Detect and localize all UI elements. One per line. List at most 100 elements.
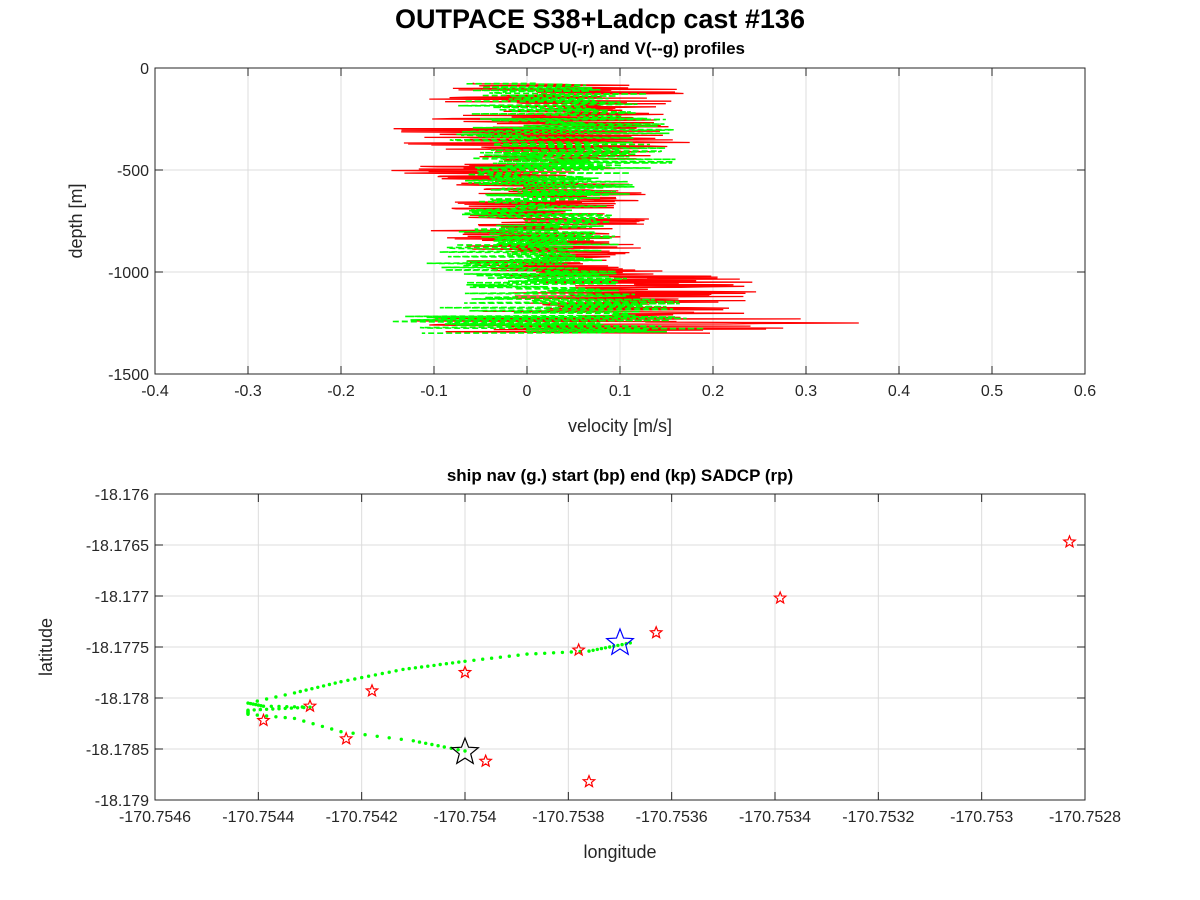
ship-nav-point (353, 677, 357, 681)
ship-nav-point (289, 706, 294, 710)
ship-nav-point (463, 749, 467, 753)
ship-nav-point (608, 645, 612, 649)
ship-nav-point (438, 662, 442, 667)
ship-nav-point (394, 669, 398, 673)
sadcp-markers (256, 534, 1077, 788)
sadcp-star-marker (772, 590, 788, 605)
profile-x-tick-label: 0.5 (981, 383, 1003, 400)
nav-x-tick-label: -170.7538 (532, 809, 604, 826)
ship-nav-point (463, 659, 467, 663)
profile-plot-title: SADCP U(-r) and V(--g) profiles (495, 39, 745, 58)
ship-nav-point (271, 707, 275, 711)
ship-nav-point (252, 708, 256, 712)
ship-nav-point (444, 662, 449, 666)
ship-nav-point (387, 670, 391, 674)
ship-nav-point (292, 705, 297, 709)
ship-nav-point (295, 706, 300, 710)
ship-nav-point (373, 673, 378, 677)
nav-y-tick-label: -18.1785 (86, 742, 149, 759)
profile-ticks: -0.4 -0.3 -0.2 -0.1 0 0.1 0.2 0.3 0.4 0.5 0.6 0 -500… (108, 61, 1096, 400)
ship-nav-point (310, 687, 314, 691)
ship-nav-point (339, 680, 343, 684)
ship-nav-point (274, 695, 278, 699)
ship-nav-point (264, 697, 269, 701)
ship-nav-point (246, 712, 250, 716)
ship-nav-point (616, 643, 620, 648)
nav-x-tick-label: -170.7544 (222, 809, 294, 826)
ship-nav-point (264, 707, 269, 711)
ship-nav-point (599, 646, 604, 651)
ship-nav-point (426, 664, 430, 668)
ship-nav-point (246, 701, 250, 705)
profile-y-tick-label: 0 (140, 61, 149, 78)
ship-nav-point (283, 715, 287, 720)
profile-x-tick-label: 0.4 (888, 383, 910, 400)
start-star-marker (605, 627, 635, 656)
start-end-markers (450, 627, 635, 765)
ship-nav-point (436, 744, 440, 748)
nav-x-axis-label: longitude (583, 842, 656, 862)
ship-nav-point (407, 666, 411, 671)
nav-x-tick-label: -170.7546 (119, 809, 191, 826)
ship-nav-point (481, 657, 485, 661)
ship-nav-point (411, 739, 415, 743)
ship-nav-point (321, 684, 326, 688)
nav-x-tick-label: -170.7542 (326, 809, 398, 826)
ship-nav-point (424, 741, 428, 745)
ship-nav-point (387, 736, 391, 740)
sadcp-star-marker (302, 698, 318, 713)
sadcp-star-marker (571, 642, 586, 657)
sadcp-star-marker (1062, 534, 1077, 549)
ship-nav-point (516, 653, 520, 657)
ship-nav-point (269, 704, 273, 708)
ship-nav-point (292, 691, 297, 695)
ship-nav-point (399, 737, 403, 741)
ship-nav-point (248, 701, 253, 706)
profile-y-tick-label: -1000 (108, 265, 149, 282)
profile-series (391, 82, 859, 335)
nav-x-tick-label: -170.7532 (842, 809, 914, 826)
ship-nav-point (417, 740, 422, 744)
profile-x-tick-label: 0.1 (609, 383, 631, 400)
nav-grid (155, 494, 1085, 800)
ship-nav-point (256, 703, 260, 707)
ship-nav-point (360, 675, 364, 680)
nav-x-tick-label: -170.7536 (636, 809, 708, 826)
nav-y-tick-label: -18.177 (95, 589, 149, 606)
nav-plot-title: ship nav (g.) start (bp) end (kp) SADCP … (447, 466, 793, 485)
ship-nav-point (366, 674, 371, 678)
ship-nav-point (430, 742, 434, 747)
ship-nav-point (298, 689, 302, 694)
ship-nav-point (277, 707, 281, 711)
nav-y-tick-label: -18.1765 (86, 538, 149, 555)
ship-nav-point (432, 663, 436, 668)
ship-nav-point (569, 650, 573, 654)
ship-nav-point (472, 658, 476, 662)
profile-y-axis-label: depth [m] (66, 183, 86, 258)
sadcp-star-marker (581, 773, 597, 788)
profile-x-tick-label: 0.2 (702, 383, 724, 400)
nav-ticks: -170.7546 -170.7544 -170.7542 -170.754 -170.… (86, 487, 1121, 826)
nav-x-tick-label: -170.7528 (1049, 809, 1121, 826)
nav-x-tick-label: -170.7534 (739, 809, 811, 826)
ship-nav-point (255, 713, 259, 717)
nav-x-tick-label: -170.754 (433, 809, 496, 826)
ship-nav-point (316, 685, 320, 689)
nav-y-tick-label: -18.1775 (86, 640, 149, 657)
ship-nav-point (308, 705, 312, 709)
ship-nav-point (302, 705, 306, 710)
v-velocity-line (391, 82, 705, 335)
nav-plot: -170.7546 -170.7544 -170.7542 -170.754 -170.… (36, 466, 1121, 862)
ship-nav-point (375, 734, 379, 738)
sadcp-star-marker (478, 753, 493, 768)
ship-nav-point (450, 661, 455, 665)
ship-nav-point (283, 706, 287, 711)
ship-nav-point (311, 722, 315, 726)
end-star-marker (450, 736, 480, 765)
ship-nav-point (259, 704, 263, 708)
sadcp-star-marker (338, 731, 354, 745)
ship-nav-point (346, 678, 350, 682)
ship-nav-point (442, 745, 446, 749)
ship-nav-point (380, 671, 384, 676)
ship-nav-point (254, 702, 258, 707)
